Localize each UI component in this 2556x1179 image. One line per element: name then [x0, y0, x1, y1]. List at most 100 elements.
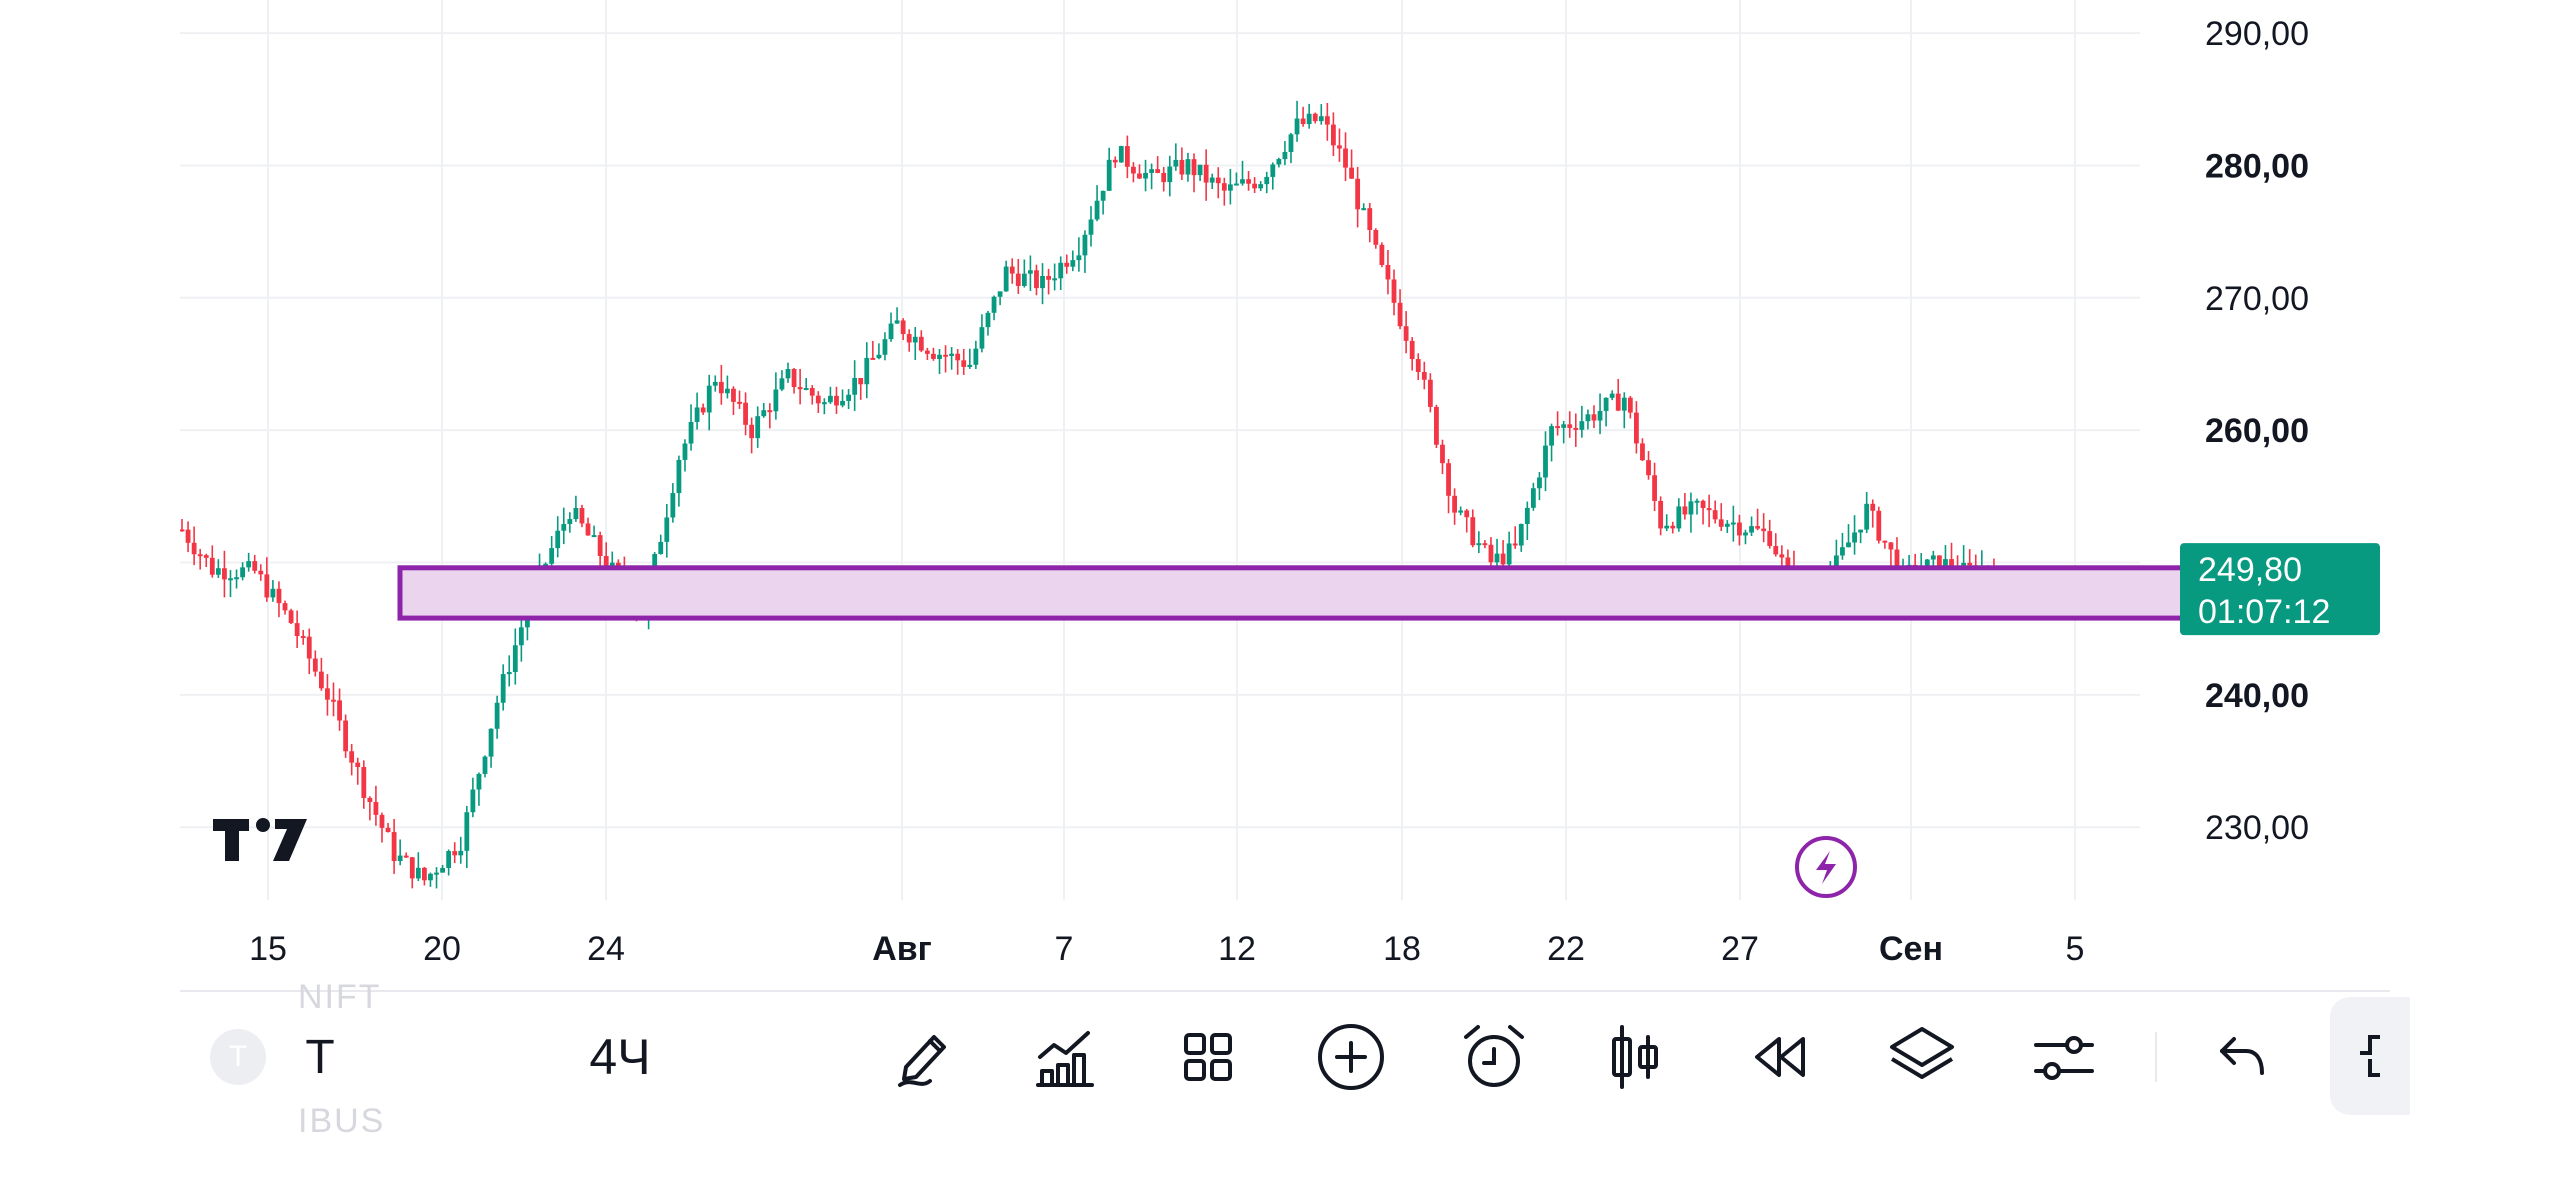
candle-body [670, 493, 676, 518]
candle-body [355, 762, 361, 768]
candle-body [815, 395, 821, 404]
support-zone-layer [397, 565, 2293, 621]
x-tick-label: 12 [1218, 930, 1256, 968]
last-price-badge [2180, 543, 2380, 636]
bottom-toolbar: NIFT IBUS T T 4Ч [180, 978, 2390, 1140]
candle-body [1579, 421, 1585, 430]
candle-body [1318, 116, 1324, 122]
symbol-search-button[interactable]: T [290, 992, 350, 1122]
candle-body [603, 556, 609, 569]
candle-body [1197, 164, 1203, 176]
candle-body [367, 797, 373, 802]
candle-body [1258, 184, 1264, 189]
candle-body [185, 529, 191, 543]
candle-body [325, 688, 330, 700]
candle-body [1888, 542, 1894, 550]
candle-body [1682, 506, 1688, 515]
candle-body [361, 767, 367, 798]
layouts-button[interactable] [1170, 992, 1246, 1122]
lightning-icon[interactable] [1795, 836, 1857, 898]
candle-body [1397, 302, 1403, 327]
candle-body [1730, 522, 1736, 525]
candle-body [1076, 255, 1082, 261]
candle-body [1009, 266, 1015, 274]
candle-body [306, 636, 312, 659]
candle-body [1585, 414, 1591, 422]
candle-body [809, 388, 815, 396]
candle-body [391, 832, 397, 861]
candle-body [1852, 532, 1857, 543]
candle-body [1688, 501, 1694, 515]
candle-body [997, 291, 1003, 297]
candle-body [1658, 500, 1664, 529]
chart-type-button[interactable] [1598, 992, 1674, 1122]
settings-button[interactable] [2026, 992, 2102, 1122]
candle-body [1524, 507, 1530, 525]
candle-body [876, 354, 882, 359]
candle-body [1743, 532, 1748, 536]
candle-body [1785, 557, 1791, 568]
candle-body [1779, 554, 1785, 558]
candle-body [234, 577, 239, 580]
candle-body [1609, 393, 1615, 398]
chart-grid [180, 0, 2140, 900]
candle-body [797, 387, 803, 390]
candle-body [828, 395, 833, 403]
candle-body [1282, 151, 1288, 160]
indicators-button[interactable] [1028, 992, 1104, 1122]
y-tick-label: 240,00 [2205, 677, 2309, 715]
candle-body [1028, 270, 1033, 274]
candle-body [1712, 510, 1718, 520]
candle-body [1391, 279, 1397, 303]
support-zone[interactable] [397, 565, 2293, 621]
candle-body [1173, 159, 1179, 167]
candle-body [1367, 208, 1373, 230]
candle-body [1221, 183, 1227, 191]
price-chart[interactable]: 290,00 280,00 270,00 260,00 240,00 230,00 15 20… [180, 0, 2390, 990]
candle-body [1530, 488, 1536, 508]
candle-body [1700, 500, 1706, 509]
candle-body [912, 336, 918, 343]
candle-body [1864, 503, 1870, 530]
candle-body [1082, 234, 1088, 256]
candle-body [1161, 172, 1167, 183]
candle-body [1967, 562, 1973, 566]
draw-tool-button[interactable] [886, 992, 962, 1122]
candle-body [228, 578, 233, 581]
candle-body [1924, 559, 1930, 571]
candle-body [1876, 510, 1882, 541]
right-panel-button[interactable] [2330, 997, 2410, 1115]
undo-button[interactable] [2204, 992, 2280, 1122]
add-button[interactable] [1313, 992, 1389, 1122]
candle-body [888, 323, 894, 340]
plus-circle-icon [1318, 1024, 1384, 1090]
candle-body [555, 530, 561, 549]
alert-button[interactable] [1456, 992, 1532, 1122]
rewind-icon [1755, 1037, 1805, 1077]
candle-body [731, 388, 736, 402]
candle-body [1070, 260, 1076, 267]
candle-body [597, 535, 603, 557]
candle-body [1246, 179, 1251, 184]
candle-body [476, 773, 482, 790]
candle-body [1488, 544, 1494, 563]
bar-countdown-label: 01:07:12 [2198, 593, 2330, 631]
candle-body [1300, 118, 1306, 125]
candle-body [1512, 543, 1518, 546]
candle-body [579, 507, 585, 524]
replay-button[interactable] [1741, 992, 1817, 1122]
candle-body [1549, 426, 1554, 446]
candle-body [385, 827, 391, 833]
candle-body [1034, 270, 1039, 289]
chart-area[interactable]: 290,00 280,00 270,00 260,00 240,00 230,00 15 20… [180, 0, 2390, 990]
symbol-avatar[interactable]: T [210, 992, 266, 1122]
candle-body [1270, 164, 1276, 177]
candle-body [1937, 555, 1942, 571]
candle-body [773, 389, 779, 412]
layers-button[interactable] [1884, 992, 1960, 1122]
candle-body [1409, 340, 1415, 360]
interval-button[interactable]: 4Ч [575, 992, 665, 1122]
candle-body [222, 568, 227, 580]
candle-body [1421, 372, 1427, 380]
candle-body [1724, 523, 1730, 527]
